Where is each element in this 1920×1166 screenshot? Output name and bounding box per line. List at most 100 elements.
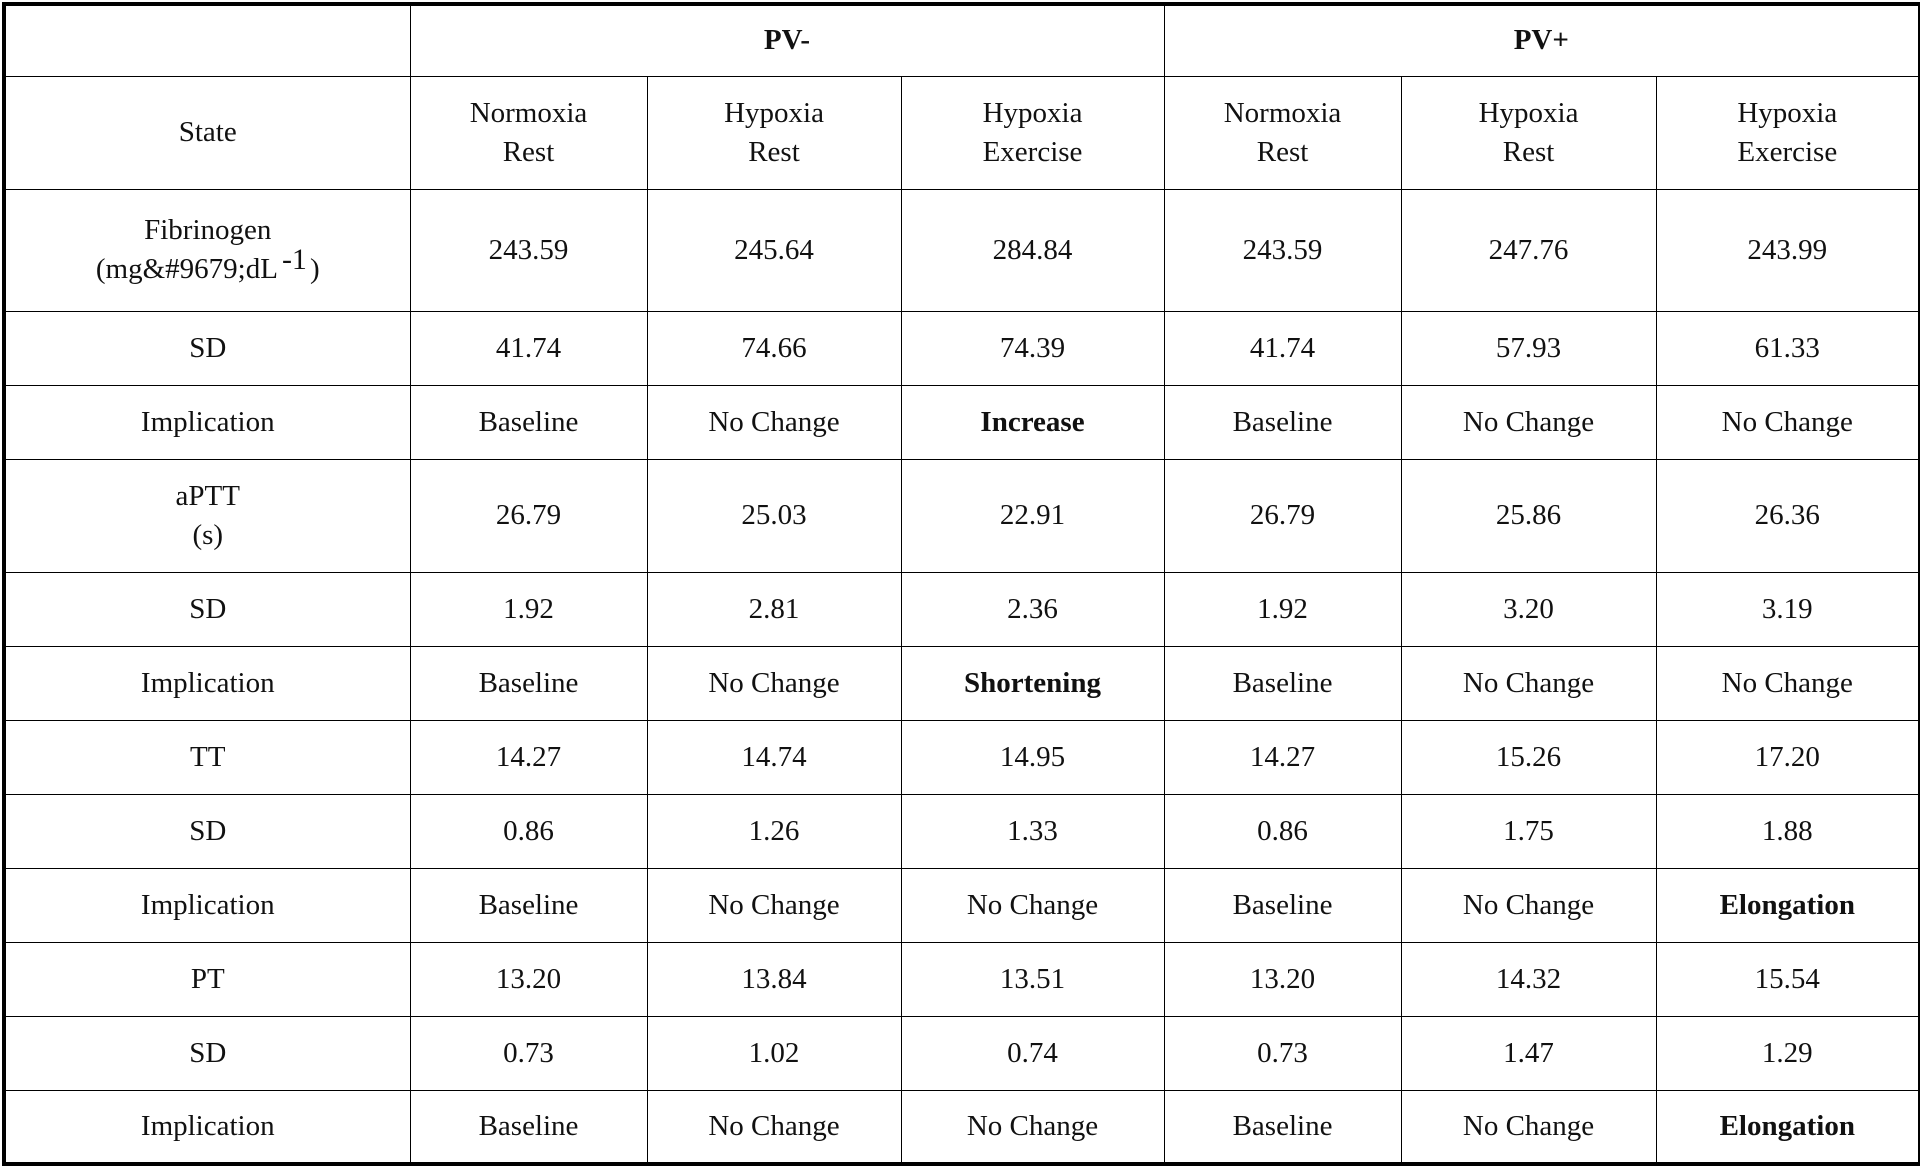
column-header: Hypoxia Exercise <box>900 75 1165 190</box>
table-cell: 0.86 <box>1163 793 1402 869</box>
table-cell: 26.36 <box>1655 458 1920 573</box>
table-cell: Shortening <box>900 645 1165 721</box>
table-cell: 13.84 <box>646 941 902 1017</box>
row-label-text: Implication <box>140 888 275 921</box>
table-cell: Increase <box>900 384 1165 460</box>
column-header: Hypoxia Rest <box>1400 75 1657 190</box>
table-cell: 243.99 <box>1655 188 1920 312</box>
table-cell: 15.54 <box>1655 941 1920 1017</box>
table-cell: No Change <box>646 645 902 721</box>
row-label: Fibrinogen (mg&#9679;dL -1) <box>3 188 411 312</box>
table-row: Implication Baseline No Change No Change Bas… <box>3 1089 1920 1165</box>
table-cell: 1.02 <box>646 1015 902 1091</box>
row-label-text: SD <box>189 592 227 625</box>
table-row: aPTT (s) 26.79 25.03 22.91 26.79 25.86 26.36 <box>3 458 1920 573</box>
table-cell: No Change <box>900 1089 1165 1165</box>
table-row: PT 13.20 13.84 13.51 13.20 14.32 15.54 <box>3 941 1920 1017</box>
table-cell: 247.76 <box>1400 188 1657 312</box>
row-label: Implication <box>3 1089 411 1165</box>
table-cell: No Change <box>646 384 902 460</box>
table-cell: 25.86 <box>1400 458 1657 573</box>
table-cell: 13.51 <box>900 941 1165 1017</box>
table-cell: 25.03 <box>646 458 902 573</box>
table-cell: Baseline <box>409 645 648 721</box>
row-label-text: Implication <box>140 666 275 699</box>
row-label: SD <box>3 793 411 869</box>
column-header-row: State Normoxia Rest Hypoxia Rest Hypoxia Ex… <box>3 75 1920 190</box>
table-cell: Baseline <box>409 1089 648 1165</box>
table-cell: 41.74 <box>409 310 648 386</box>
row-label-unit-text: (mg&#9679;dL <box>95 253 278 285</box>
table-cell: 14.32 <box>1400 941 1657 1017</box>
table-cell: Elongation <box>1655 1089 1920 1165</box>
table-row: Implication Baseline No Change Shortening Ba… <box>3 645 1920 721</box>
table-cell: 243.59 <box>1163 188 1402 312</box>
column-header: Hypoxia Rest <box>646 75 902 190</box>
table-cell: 1.26 <box>646 793 902 869</box>
table-cell: No Change <box>900 867 1165 943</box>
table-cell: Baseline <box>409 867 648 943</box>
table-cell: Baseline <box>409 384 648 460</box>
row-label-text: Implication <box>140 1109 275 1142</box>
table-row: SD 0.86 1.26 1.33 0.86 1.75 1.88 <box>3 793 1920 869</box>
table-cell: 1.33 <box>900 793 1165 869</box>
column-header: Normoxia Rest <box>409 75 648 190</box>
table-cell: 1.29 <box>1655 1015 1920 1091</box>
corner-cell <box>3 3 411 77</box>
row-label-text: Implication <box>140 405 275 438</box>
row-label-text: aPTT <box>175 479 240 512</box>
row-label-unit: (mg&#9679;dL -1) <box>12 245 404 289</box>
table-cell: Baseline <box>1163 384 1402 460</box>
table-cell: 14.27 <box>1163 719 1402 795</box>
row-label: TT <box>3 719 411 795</box>
row-label: PT <box>3 941 411 1017</box>
table-row: SD 1.92 2.81 2.36 1.92 3.20 3.19 <box>3 571 1920 647</box>
table-cell: 15.26 <box>1400 719 1657 795</box>
row-label: Implication <box>3 384 411 460</box>
table-cell: No Change <box>1400 867 1657 943</box>
table-cell: 284.84 <box>900 188 1165 312</box>
group-header-pv-plus: PV+ <box>1163 3 1920 77</box>
table-cell: No Change <box>1400 1089 1657 1165</box>
table-cell: 61.33 <box>1655 310 1920 386</box>
state-label: State <box>3 75 411 190</box>
table-cell: 0.74 <box>900 1015 1165 1091</box>
table-cell: 1.92 <box>409 571 648 647</box>
table-cell: 3.19 <box>1655 571 1920 647</box>
table-cell: No Change <box>1655 645 1920 721</box>
table-cell: 1.75 <box>1400 793 1657 869</box>
row-label: SD <box>3 1015 411 1091</box>
table-row: Implication Baseline No Change No Change Bas… <box>3 867 1920 943</box>
row-label-unit-text: (s) <box>192 518 224 551</box>
table-cell: 26.79 <box>409 458 648 573</box>
table-cell: 14.74 <box>646 719 902 795</box>
table-cell: 2.36 <box>900 571 1165 647</box>
table-cell: 1.92 <box>1163 571 1402 647</box>
table-cell: No Change <box>1400 645 1657 721</box>
row-label-text: SD <box>189 331 227 364</box>
row-label-text: Fibrinogen <box>144 214 272 246</box>
group-header-row: PV- PV+ <box>3 3 1920 77</box>
row-label-unit-close: ) <box>309 253 320 285</box>
table-cell: 26.79 <box>1163 458 1402 573</box>
table-cell: No Change <box>646 867 902 943</box>
table-cell: 74.66 <box>646 310 902 386</box>
table-cell: 22.91 <box>900 458 1165 573</box>
row-label: Implication <box>3 867 411 943</box>
table-cell: 3.20 <box>1400 571 1657 647</box>
table-cell: 0.73 <box>409 1015 648 1091</box>
table-cell: Elongation <box>1655 867 1920 943</box>
table-cell: 0.73 <box>1163 1015 1402 1091</box>
table-row: TT 14.27 14.74 14.95 14.27 15.26 17.20 <box>3 719 1920 795</box>
table-cell: Baseline <box>1163 867 1402 943</box>
table-cell: 41.74 <box>1163 310 1402 386</box>
table-cell: 13.20 <box>409 941 648 1017</box>
table-row: SD 0.73 1.02 0.74 0.73 1.47 1.29 <box>3 1015 1920 1091</box>
table-cell: 13.20 <box>1163 941 1402 1017</box>
row-label: SD <box>3 571 411 647</box>
table-row: SD 41.74 74.66 74.39 41.74 57.93 61.33 <box>3 310 1920 386</box>
table-cell: 2.81 <box>646 571 902 647</box>
row-label: Implication <box>3 645 411 721</box>
table-cell: 0.86 <box>409 793 648 869</box>
